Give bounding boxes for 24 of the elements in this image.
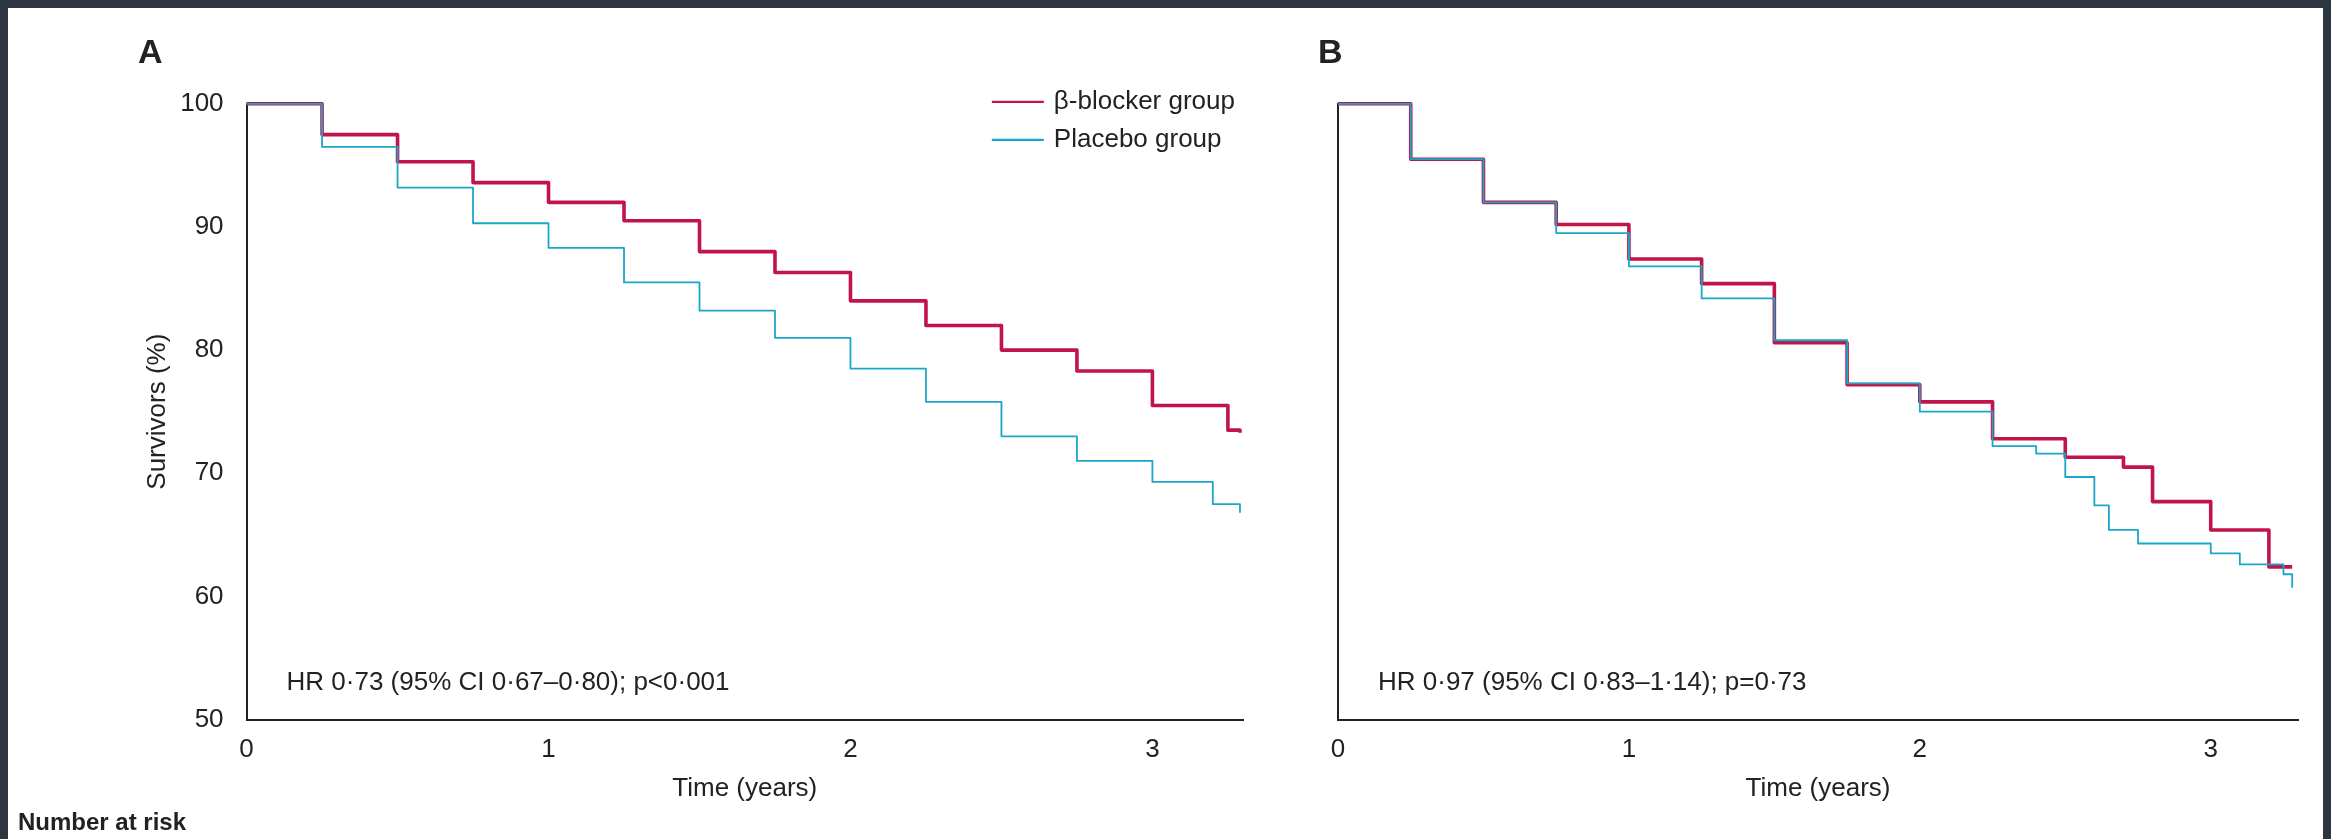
x-tick-label: 2 [1912, 733, 1928, 764]
x-tick-label: 2 [843, 733, 858, 764]
chart-title: A [138, 31, 163, 70]
y-tick-label: 60 [194, 579, 224, 610]
x-tick-label: 1 [541, 733, 556, 764]
y-tick-label: 50 [194, 702, 224, 733]
text: Number at risk [18, 808, 187, 836]
y-tick-label: 100 [180, 86, 224, 117]
x-tick-label: 3 [2203, 733, 2218, 764]
chart-title: B [1318, 31, 1343, 70]
x-axis-title: Time (years) [672, 771, 818, 802]
x-tick-label: 0 [1330, 733, 1346, 764]
legend-label: Placebo group [1053, 122, 1222, 153]
x-axis-title: Time (years) [1745, 771, 1891, 802]
y-tick-label: 90 [194, 210, 224, 241]
legend-label: β-blocker group [1053, 84, 1236, 115]
x-tick-label: 0 [239, 733, 254, 764]
y-tick-label: 80 [194, 333, 224, 364]
annotation: HR 0·73 (95% CI 0·67–0·80); p<0·001 [286, 665, 730, 696]
x-tick-label: 3 [1145, 733, 1160, 764]
y-tick-label: 70 [194, 456, 224, 487]
x-tick-label: 1 [1621, 733, 1637, 764]
annotation: HR 0·97 (95% CI 0·83–1·14); p=0·73 [1378, 665, 1807, 696]
y-axis-title: Survivors (%) [140, 333, 171, 490]
